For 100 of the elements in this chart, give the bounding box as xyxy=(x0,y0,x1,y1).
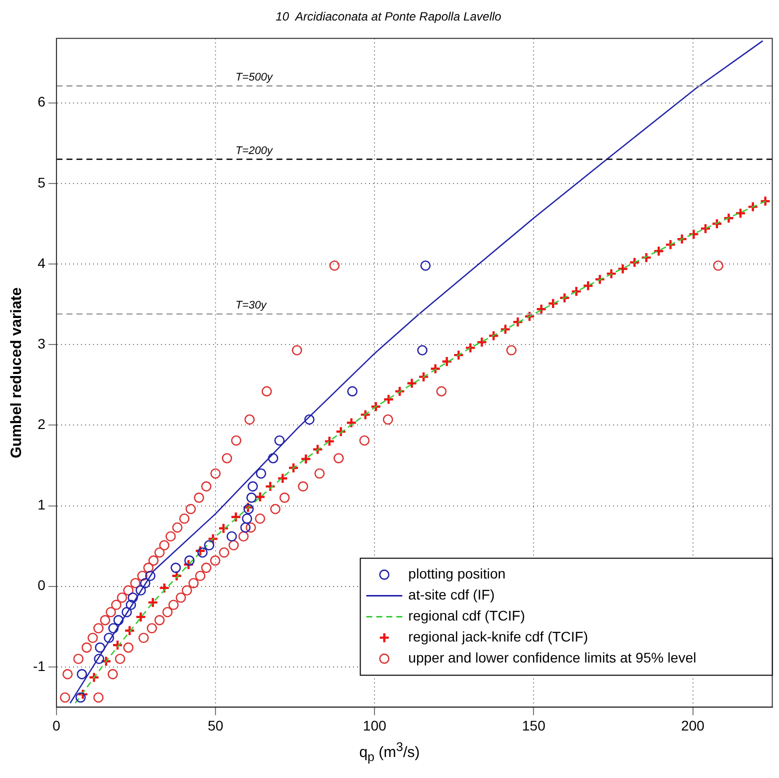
point xyxy=(304,414,315,425)
point xyxy=(734,208,746,219)
point xyxy=(382,414,394,425)
point xyxy=(244,414,255,425)
point xyxy=(201,562,212,573)
x-tick-label: 50 xyxy=(208,717,224,734)
point xyxy=(123,642,134,653)
point xyxy=(93,692,104,703)
point xyxy=(113,615,124,626)
point xyxy=(231,435,242,446)
point xyxy=(268,453,278,464)
point xyxy=(135,611,146,623)
point xyxy=(188,578,199,588)
point xyxy=(312,444,324,455)
point xyxy=(298,481,308,492)
point xyxy=(182,585,192,596)
point xyxy=(536,304,547,315)
legend-label: at-site cdf (IF) xyxy=(408,586,495,603)
point xyxy=(594,274,606,285)
point xyxy=(77,688,88,700)
point xyxy=(194,492,204,503)
point xyxy=(688,228,700,240)
point xyxy=(218,547,230,558)
point xyxy=(128,592,138,603)
point xyxy=(394,386,406,397)
point xyxy=(628,256,640,268)
point xyxy=(100,656,112,667)
point xyxy=(154,615,165,626)
point xyxy=(760,196,771,207)
point xyxy=(111,600,122,610)
point xyxy=(154,547,165,558)
point xyxy=(170,562,181,573)
x-tick-label: 100 xyxy=(362,717,386,734)
point xyxy=(254,513,266,524)
point xyxy=(436,386,447,396)
point xyxy=(168,600,179,610)
point xyxy=(146,623,158,634)
y-tick-label: 3 xyxy=(38,335,46,352)
point xyxy=(171,570,182,582)
point xyxy=(82,642,92,653)
point xyxy=(453,349,464,361)
point xyxy=(136,585,146,596)
point xyxy=(277,472,288,484)
point xyxy=(506,345,517,356)
point xyxy=(76,669,88,680)
point xyxy=(441,356,452,368)
annotation: T=500y xyxy=(235,72,274,84)
point xyxy=(270,504,280,514)
point xyxy=(195,570,206,582)
y-tick-label: -1 xyxy=(32,658,46,674)
point xyxy=(201,481,212,492)
point xyxy=(222,453,232,464)
point xyxy=(582,280,594,292)
point xyxy=(172,522,182,533)
point xyxy=(122,606,132,618)
point xyxy=(418,371,430,382)
point xyxy=(159,540,170,550)
point xyxy=(162,606,173,618)
point xyxy=(300,453,312,465)
point xyxy=(210,468,221,479)
point xyxy=(238,531,249,542)
point xyxy=(512,316,524,328)
point xyxy=(228,540,239,550)
point xyxy=(114,654,126,664)
legend-label: upper and lower confidence limits at 95% level xyxy=(408,650,696,666)
point xyxy=(197,547,208,558)
point xyxy=(126,600,136,610)
point xyxy=(617,263,628,274)
point xyxy=(476,336,488,348)
x-tick-label: 0 xyxy=(52,717,61,734)
point xyxy=(242,513,252,524)
point xyxy=(406,378,418,389)
annotation: T=200y xyxy=(235,144,274,157)
point xyxy=(246,492,257,503)
point xyxy=(93,623,104,634)
point xyxy=(248,481,258,492)
point xyxy=(640,252,652,264)
point xyxy=(653,246,664,257)
point xyxy=(108,623,119,634)
point xyxy=(324,436,336,447)
point xyxy=(464,342,476,354)
point xyxy=(176,592,186,603)
legend-label: plotting position xyxy=(408,566,506,582)
point xyxy=(240,522,251,533)
annotation: T=30y xyxy=(235,300,268,312)
point xyxy=(207,533,219,544)
point xyxy=(500,324,511,335)
point xyxy=(420,260,431,271)
point xyxy=(360,409,371,420)
y-tick-label: 1 xyxy=(38,496,46,513)
point xyxy=(94,654,104,664)
point xyxy=(524,310,536,322)
point xyxy=(230,511,242,523)
point xyxy=(747,201,758,212)
point xyxy=(558,292,570,304)
point xyxy=(140,578,150,588)
point xyxy=(359,435,370,446)
point xyxy=(186,504,196,514)
point xyxy=(130,578,140,588)
legend-label: regional jack-knife cdf (TCIF) xyxy=(408,628,588,645)
